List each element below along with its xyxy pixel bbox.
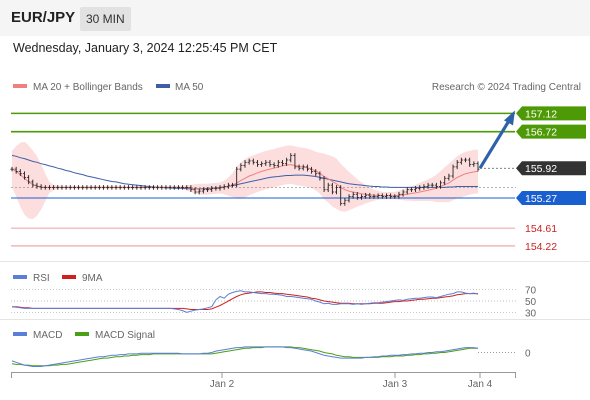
current-price-label: 155.92 bbox=[525, 163, 557, 175]
forecast-arrow-head bbox=[504, 110, 515, 126]
time-axis-tick-label: Jan 2 bbox=[210, 379, 235, 390]
macd-line bbox=[11, 346, 479, 367]
header-bar: EUR/JPY 30 MIN bbox=[0, 0, 590, 36]
macd-signal-line bbox=[11, 346, 478, 367]
ma50-line bbox=[11, 154, 478, 190]
legend-ma20-label: MA 20 + Bollinger Bands bbox=[33, 82, 143, 93]
target-1-label: 154.61 bbox=[525, 223, 557, 235]
price-panel: 157.12 156.72 155.92 155.27 154.61 154.22 bbox=[10, 106, 586, 253]
legend-rsi-ma-swatch bbox=[62, 275, 76, 279]
datetime-label: Wednesday, January 3, 2024 12:25:45 PM C… bbox=[13, 41, 278, 55]
time-axis-tick-label: Jan 3 bbox=[383, 379, 408, 390]
resistance-1-label-bg bbox=[516, 124, 586, 139]
legend-ma50-swatch bbox=[156, 84, 170, 88]
time-axis-tick-label: Jan 4 bbox=[468, 379, 493, 390]
legend-ma50-label: MA 50 bbox=[175, 82, 204, 93]
rsi-level-label: 50 bbox=[525, 297, 537, 308]
support-1-label-bg bbox=[516, 190, 586, 205]
pair-title: EUR/JPY bbox=[11, 9, 76, 26]
rsi-level-label: 30 bbox=[525, 308, 537, 319]
timeframe-button[interactable]: 30 MIN bbox=[80, 7, 131, 31]
resistance-2-label-bg bbox=[516, 106, 586, 121]
bollinger-band bbox=[12, 141, 478, 219]
macd-zero-label: 0 bbox=[525, 349, 531, 360]
resistance-2-label: 157.12 bbox=[525, 108, 557, 120]
support-1-label: 155.27 bbox=[525, 193, 557, 205]
legend-macd-label: MACD bbox=[33, 330, 62, 341]
macd-panel: 0 bbox=[11, 346, 531, 367]
legend-ma20-swatch bbox=[13, 84, 27, 88]
legend-macd-swatch bbox=[13, 332, 27, 336]
legend-rsi-swatch bbox=[13, 275, 27, 279]
rsi-level-label: 70 bbox=[525, 286, 537, 297]
time-axis: Jan 2 Jan 3 Jan 4 bbox=[11, 372, 516, 390]
rsi-line bbox=[11, 290, 479, 313]
credit-label: Research © 2024 Trading Central bbox=[432, 82, 581, 93]
current-price-label-bg bbox=[516, 161, 586, 176]
target-2-label: 154.22 bbox=[525, 241, 557, 253]
resistance-1-label: 156.72 bbox=[525, 127, 557, 139]
legend-macd-signal-label: MACD Signal bbox=[95, 330, 155, 341]
legend-rsi-ma-label: 9MA bbox=[82, 273, 103, 284]
forecast-arrow bbox=[478, 121, 510, 170]
legend-macd-signal-swatch bbox=[75, 332, 89, 336]
legend-rsi-label: RSI bbox=[33, 273, 50, 284]
